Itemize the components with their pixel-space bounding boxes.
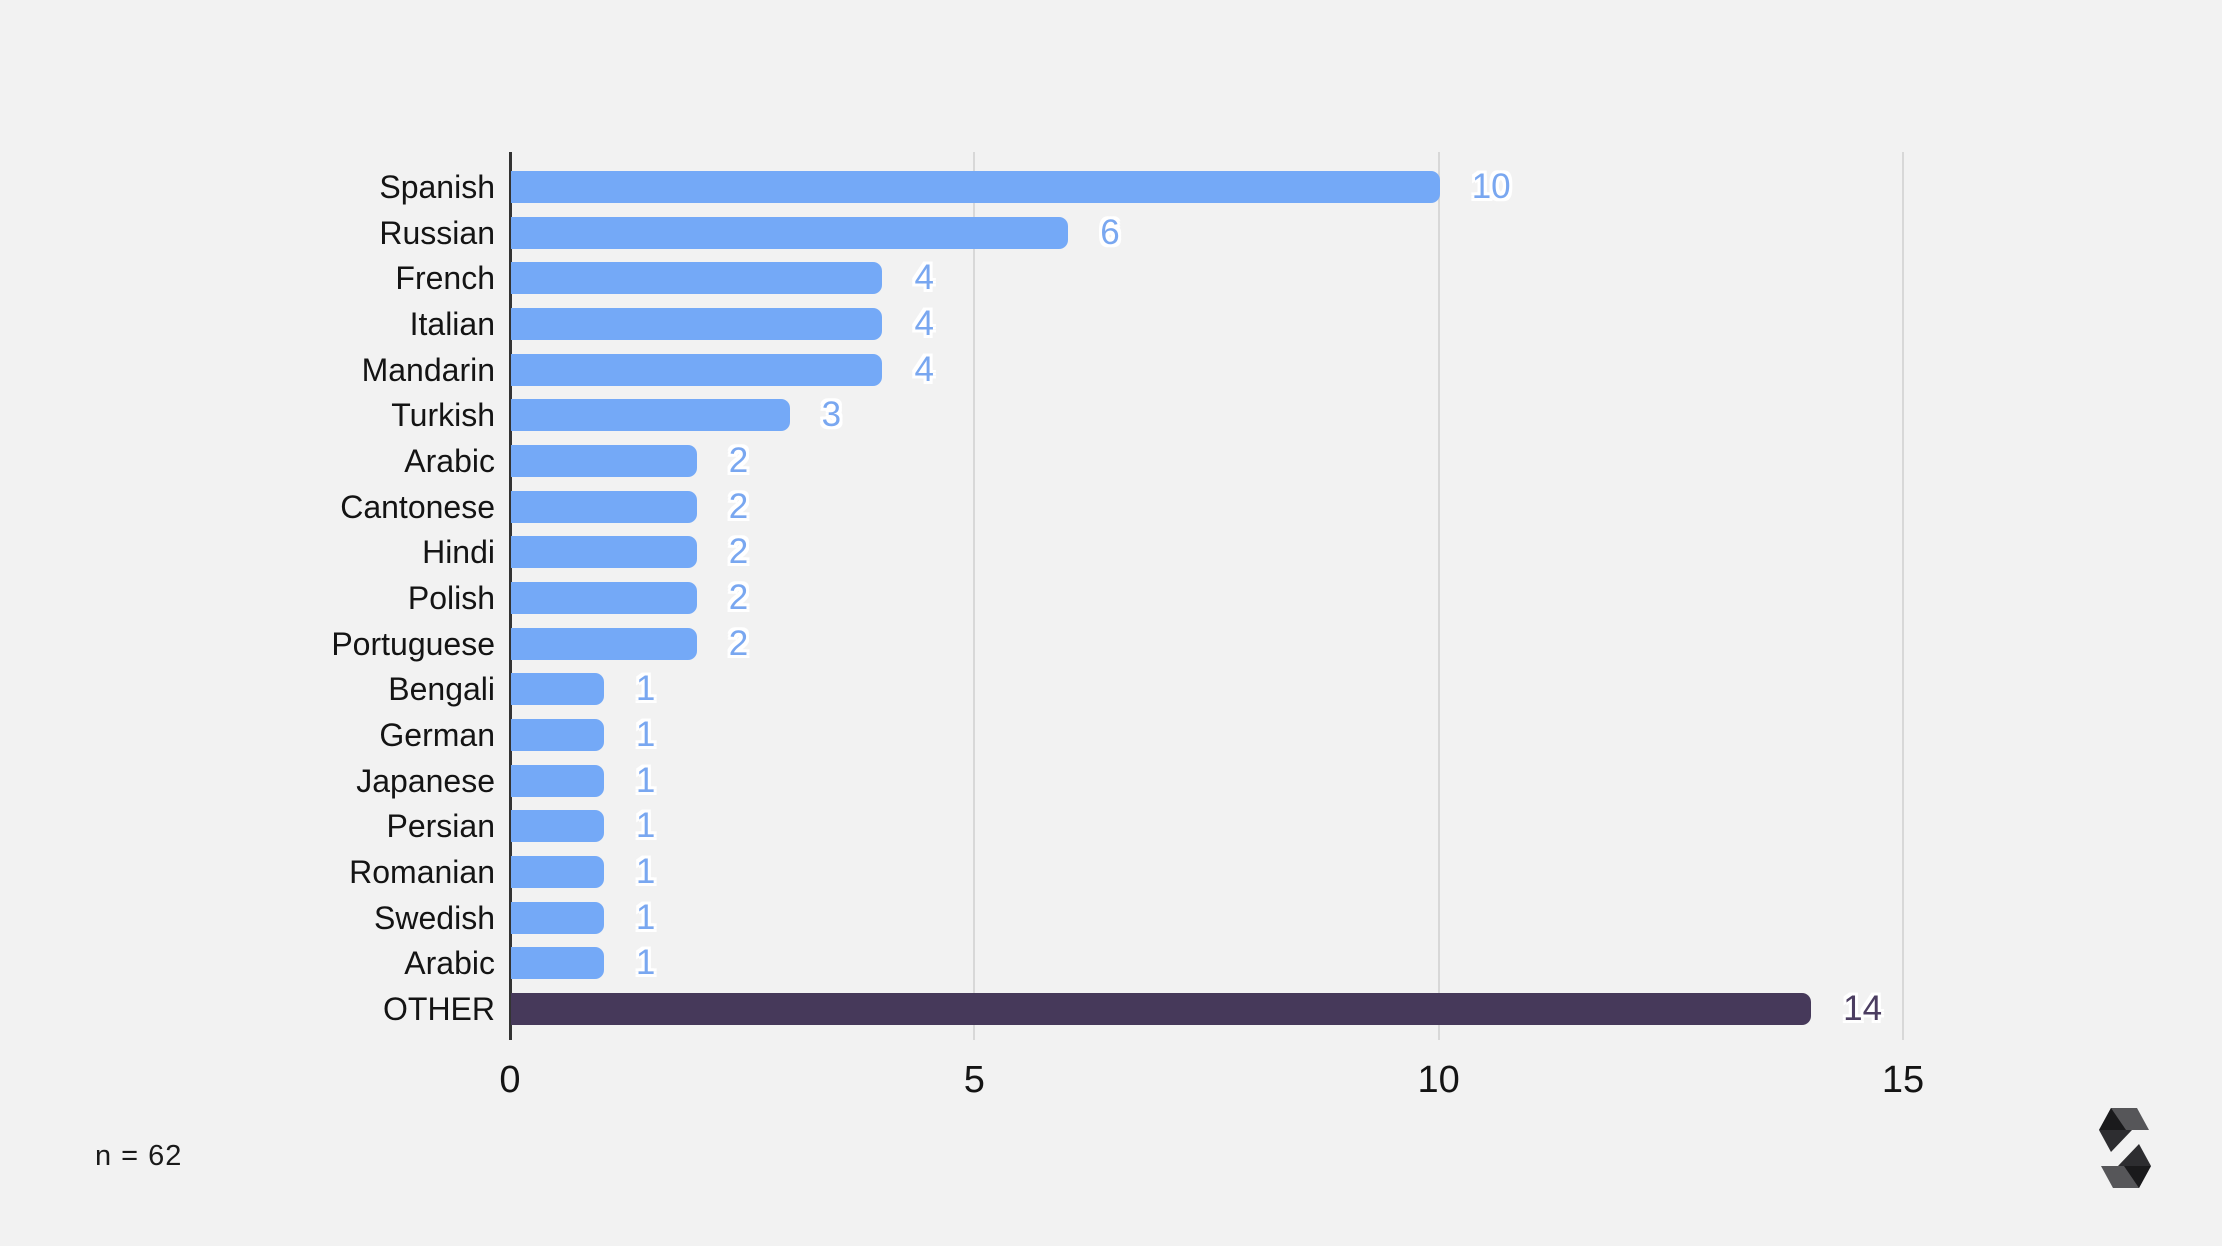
- category-label: Arabic: [404, 443, 495, 480]
- value-label: 4: [914, 304, 934, 343]
- value-label: 4: [914, 258, 934, 298]
- bar: [511, 262, 883, 295]
- bar: [511, 582, 697, 615]
- bar: [511, 993, 1812, 1026]
- bar: [511, 673, 604, 706]
- x-tick-label: 10: [1417, 1059, 1460, 1101]
- gridline: [973, 152, 976, 1040]
- category-label: Swedish: [374, 899, 495, 936]
- category-label: Persian: [386, 808, 496, 845]
- value-label: 1: [635, 760, 656, 800]
- bar: [511, 719, 604, 752]
- brand-logo-icon: [2099, 1108, 2151, 1188]
- sample-size-note: n = 62: [95, 1140, 183, 1172]
- category-label: Mandarin: [361, 351, 495, 388]
- category-label: Japanese: [356, 762, 495, 799]
- gridline: [1437, 152, 1440, 1040]
- value-label: 1: [635, 715, 656, 755]
- logo-bottom-half: [2101, 1144, 2151, 1188]
- category-label: Spanish: [379, 169, 495, 205]
- value-label: 2: [728, 578, 749, 618]
- category-label: Portuguese: [331, 625, 495, 662]
- value-label: 2: [728, 532, 749, 572]
- category-label: Russian: [379, 214, 495, 251]
- logo-top-half: [2099, 1108, 2149, 1152]
- bar: [511, 764, 604, 797]
- category-label: Cantonese: [340, 488, 495, 525]
- gridline: [1902, 152, 1905, 1040]
- x-tick-label: 5: [963, 1059, 985, 1101]
- category-label: French: [395, 260, 495, 297]
- bar: [511, 947, 604, 980]
- category-label: Italian: [409, 306, 495, 342]
- value-label: 10: [1471, 167, 1511, 206]
- value-label: 3: [821, 395, 842, 435]
- category-label: Romanian: [349, 854, 495, 891]
- bar: [511, 856, 604, 889]
- category-label: OTHER: [383, 991, 495, 1028]
- value-label: 2: [728, 441, 749, 481]
- value-label: 1: [635, 852, 656, 892]
- category-label: German: [379, 717, 495, 754]
- value-label: 1: [635, 669, 656, 709]
- bar: [511, 490, 697, 523]
- bar: [511, 171, 1440, 203]
- category-label: Hindi: [422, 534, 495, 571]
- x-tick-label: 15: [1881, 1059, 1925, 1101]
- bar: [511, 308, 883, 340]
- category-label: Polish: [407, 580, 495, 617]
- value-label: 4: [914, 349, 934, 389]
- value-label: 1: [635, 806, 656, 846]
- bar: [511, 353, 883, 386]
- bar: [511, 445, 697, 478]
- category-label: Turkish: [391, 397, 495, 434]
- bar: [511, 810, 604, 843]
- category-label: Bengali: [388, 671, 495, 708]
- y-axis-line: [508, 152, 512, 1040]
- x-tick-label: 0: [499, 1059, 521, 1101]
- category-label: Arabic: [404, 945, 495, 982]
- bar: [511, 399, 790, 432]
- value-label: 1: [635, 943, 656, 983]
- bar: [511, 901, 604, 934]
- value-label: 1: [635, 897, 656, 937]
- value-label: 6: [1100, 212, 1120, 252]
- bar: [511, 627, 697, 660]
- value-label: 2: [728, 486, 749, 526]
- value-label: 14: [1843, 989, 1883, 1029]
- bar: [511, 536, 697, 569]
- value-label: 2: [728, 623, 749, 663]
- bar: [511, 216, 1069, 249]
